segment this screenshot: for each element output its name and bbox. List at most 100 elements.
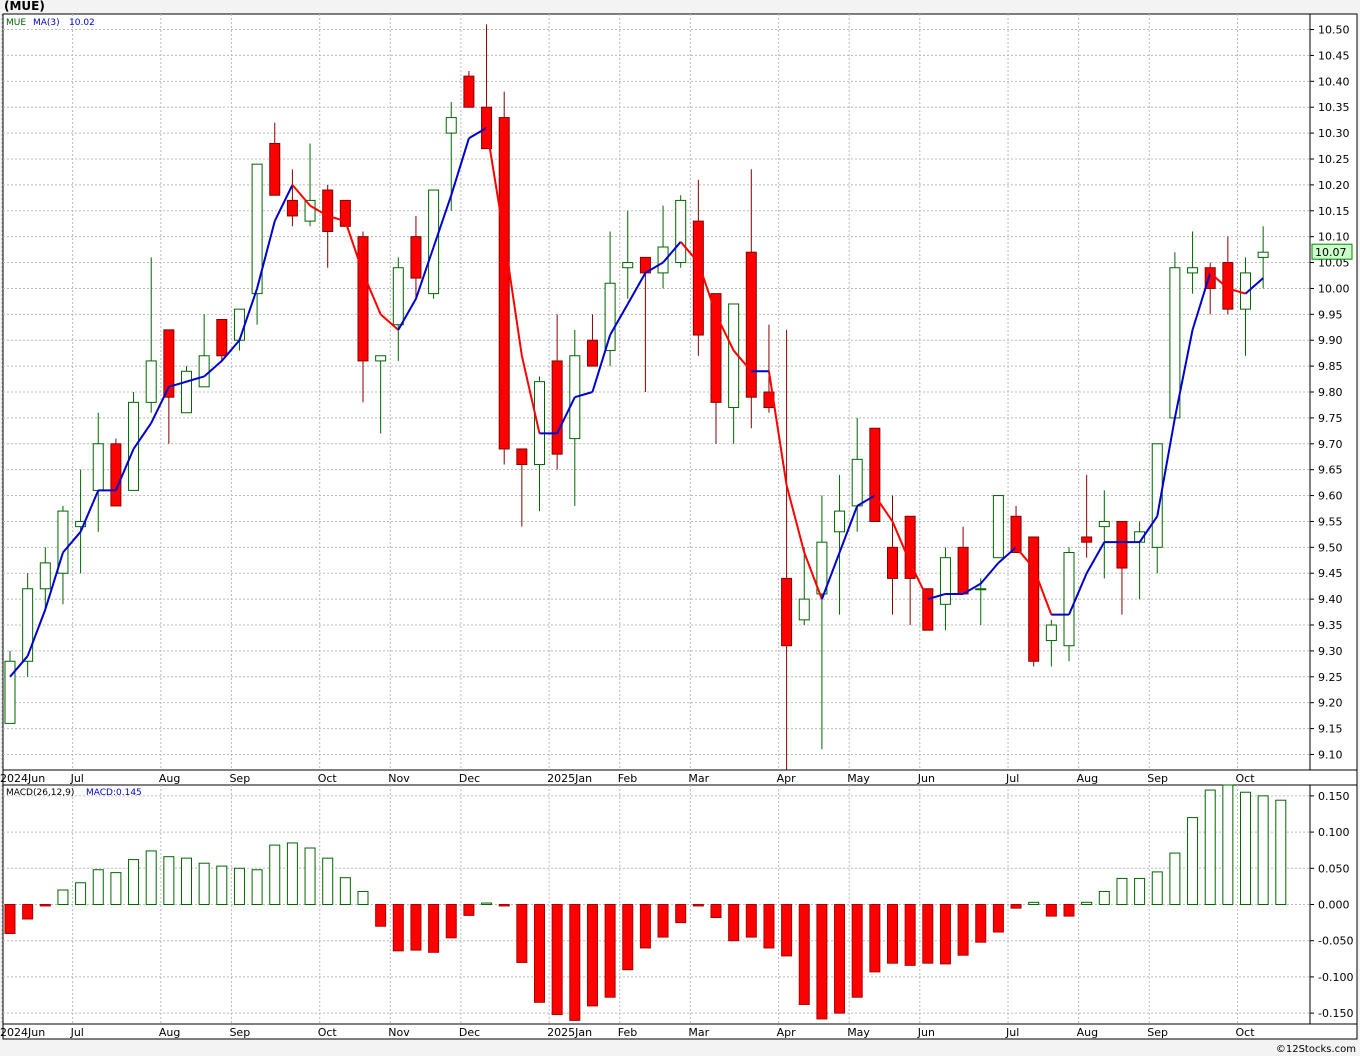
candle-body-up bbox=[428, 189, 440, 295]
price-tick-label: 9.65 bbox=[1318, 464, 1343, 477]
candle-body-up bbox=[145, 360, 157, 403]
macd-bar-positive bbox=[92, 869, 104, 906]
candle-body-up bbox=[1151, 443, 1163, 548]
macd-bar-positive bbox=[1028, 901, 1040, 905]
macd-bar-negative bbox=[798, 904, 810, 1005]
macd-bar-negative bbox=[781, 904, 793, 957]
macd-bar-negative bbox=[887, 904, 898, 964]
price-tick-label: 9.55 bbox=[1318, 515, 1343, 528]
candle-body-up bbox=[604, 282, 616, 352]
macd-bar-positive bbox=[57, 889, 69, 905]
ma-line-segment bbox=[468, 127, 488, 140]
macd-bar-negative bbox=[534, 904, 545, 1003]
price-tick-label: 10.20 bbox=[1318, 179, 1350, 192]
ma-line-segment bbox=[1032, 567, 1053, 616]
candle-body-down bbox=[904, 515, 916, 579]
candle-body-down bbox=[869, 427, 881, 522]
ma-line-segment bbox=[574, 391, 593, 399]
ma-line-segment bbox=[362, 272, 382, 315]
macd-bar-negative bbox=[816, 904, 828, 1020]
candle-body-up bbox=[851, 458, 863, 507]
candle-body-down bbox=[339, 199, 351, 227]
price-tick-label: 9.15 bbox=[1318, 723, 1343, 736]
ma-line-segment bbox=[591, 334, 612, 393]
price-date-label: Aug bbox=[1077, 772, 1098, 785]
candle-body-up bbox=[1187, 267, 1199, 274]
ma-line-segment bbox=[785, 484, 806, 553]
macd-bar-positive bbox=[304, 847, 316, 906]
ma-line-segment bbox=[26, 609, 47, 657]
candle-body-up bbox=[834, 510, 846, 533]
macd-bar-negative bbox=[410, 904, 422, 951]
price-date-label: Jul bbox=[70, 772, 84, 785]
candle-body-up bbox=[251, 163, 263, 295]
macd-bar-negative bbox=[975, 904, 987, 943]
macd-bar-negative bbox=[392, 904, 404, 952]
ma-line-segment bbox=[1173, 329, 1194, 419]
macd-date-label: Sep bbox=[229, 1026, 250, 1039]
ma-line-segment bbox=[203, 360, 223, 378]
price-tick-label: 9.85 bbox=[1318, 360, 1343, 373]
macd-bar-positive bbox=[1134, 877, 1146, 905]
candle-body-down bbox=[551, 360, 563, 455]
macd-bar-negative bbox=[4, 904, 16, 934]
price-date-label: 2025Jan bbox=[547, 772, 592, 785]
ma-line-segment bbox=[432, 194, 453, 248]
ma-line-segment bbox=[856, 494, 876, 507]
ma-line-segment bbox=[927, 592, 946, 601]
price-tick-label: 10.25 bbox=[1318, 153, 1350, 166]
macd-bar-positive bbox=[339, 877, 351, 905]
ma-line-segment bbox=[221, 339, 241, 362]
macd-bar-positive bbox=[481, 902, 493, 905]
macd-date-label: Mar bbox=[688, 1026, 709, 1039]
price-tick-label: 9.90 bbox=[1318, 334, 1343, 347]
candle-body-up bbox=[392, 267, 404, 326]
candle-body-up bbox=[128, 401, 140, 491]
macd-tick-label: -0.100 bbox=[1318, 971, 1353, 984]
candle-body-up bbox=[375, 355, 387, 362]
candle-body-down bbox=[163, 329, 175, 398]
ma-line-segment bbox=[379, 313, 399, 331]
last-price-label: 10.07 bbox=[1315, 246, 1347, 259]
macd-bar-negative bbox=[922, 904, 934, 964]
macd-date-label: Sep bbox=[1147, 1026, 1168, 1039]
macd-bar-negative bbox=[1045, 904, 1057, 917]
price-tick-label: 10.40 bbox=[1318, 75, 1350, 88]
ma-line-segment bbox=[556, 396, 576, 434]
macd-bar-positive bbox=[1275, 799, 1287, 906]
footer-credit: ©12Stocks.com bbox=[1275, 1044, 1356, 1055]
ma-line-segment bbox=[662, 241, 682, 264]
ma-line-segment bbox=[168, 380, 187, 388]
candle-body-down bbox=[1028, 536, 1040, 662]
macd-date-label: Feb bbox=[618, 1026, 637, 1039]
macd-bar-negative bbox=[1010, 904, 1022, 909]
last-price-badge bbox=[1311, 243, 1353, 260]
macd-bar-negative bbox=[745, 904, 757, 938]
candle-body-down bbox=[1116, 520, 1128, 569]
macd-bar-negative bbox=[586, 904, 598, 1007]
candle-body-up bbox=[1063, 552, 1075, 647]
macd-tick-label: 0.000 bbox=[1318, 899, 1350, 912]
macd-bar-positive bbox=[251, 869, 263, 906]
macd-bar-negative bbox=[428, 904, 440, 953]
candle-body-down bbox=[216, 319, 228, 357]
candle-body-down bbox=[463, 75, 475, 108]
macd-bar-negative bbox=[957, 904, 969, 956]
ma-line-segment bbox=[803, 552, 823, 600]
candle-body-up bbox=[1045, 624, 1057, 642]
macd-bar-positive bbox=[286, 842, 298, 905]
ma-line-segment bbox=[1244, 277, 1264, 295]
macd-bar-negative bbox=[375, 904, 387, 927]
ma-line-segment bbox=[273, 184, 294, 222]
ma-line-segment bbox=[715, 313, 735, 352]
macd-bar-positive bbox=[128, 859, 140, 906]
macd-tick-label: -0.050 bbox=[1318, 935, 1353, 948]
candle-body-up bbox=[975, 588, 987, 591]
macd-bar-negative bbox=[498, 904, 510, 907]
macd-bar-negative bbox=[445, 904, 457, 939]
macd-bar-positive bbox=[1098, 890, 1110, 905]
price-tick-label: 9.50 bbox=[1318, 541, 1343, 554]
macd-bar-negative bbox=[22, 904, 34, 920]
candle-body-down bbox=[586, 339, 598, 367]
ma-line-segment bbox=[344, 220, 364, 274]
